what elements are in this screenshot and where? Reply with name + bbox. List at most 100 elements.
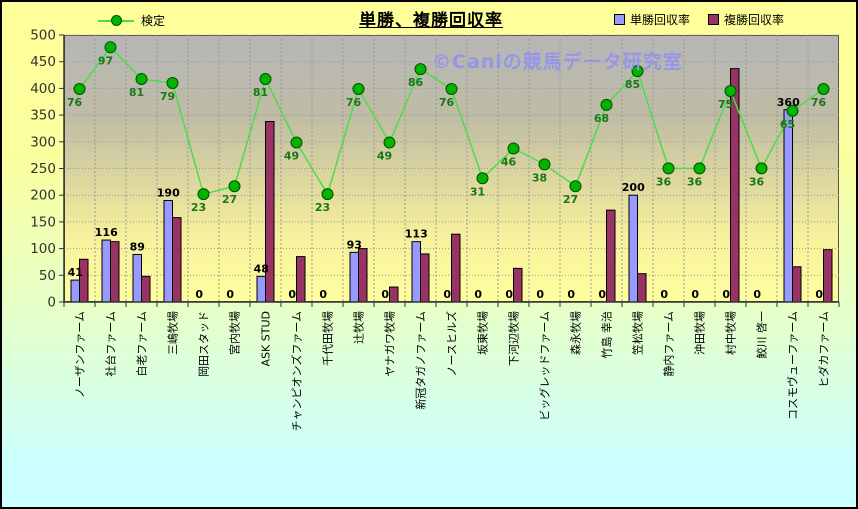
kentei-marker bbox=[73, 82, 86, 95]
x-axis-label: 竹島 幸治 bbox=[600, 311, 614, 359]
kentei-marker bbox=[755, 162, 768, 175]
y-axis-label: 100 bbox=[30, 241, 56, 257]
legend-tansho-label: 単勝回収率 bbox=[630, 13, 691, 27]
x-axis-label: 新冠タガノファーム bbox=[414, 311, 428, 410]
kentei-marker bbox=[228, 180, 241, 193]
bar bbox=[101, 239, 111, 303]
tansho-value-label: 113 bbox=[405, 228, 428, 241]
legend-kentei: 検定 bbox=[98, 12, 165, 29]
kentei-marker bbox=[135, 73, 148, 86]
tansho-value-label: 0 bbox=[319, 288, 327, 301]
y-axis-label: 250 bbox=[30, 161, 56, 177]
kentei-value-label: 81 bbox=[253, 86, 268, 99]
kentei-markers bbox=[73, 41, 830, 201]
kentei-marker bbox=[383, 136, 396, 149]
kentei-marker bbox=[507, 142, 520, 155]
kentei-marker bbox=[476, 172, 489, 185]
kentei-value-label: 81 bbox=[129, 86, 144, 99]
legend-item-tansho: 単勝回収率 bbox=[614, 11, 690, 28]
kentei-marker bbox=[538, 158, 551, 171]
fukusho-swatch-icon bbox=[708, 14, 720, 25]
kentei-value-label: 76 bbox=[67, 96, 83, 109]
tansho-value-label: 0 bbox=[598, 288, 606, 301]
legend-series: 単勝回収率 複勝回収率 bbox=[614, 11, 784, 28]
kentei-value-labels: 76 97 81 79 23 27 81 49 23 76 49 86 76 31 46 38 27 68 85 36… bbox=[67, 54, 827, 214]
x-axis-labels: ノーザンファーム 社台ファーム 白老ファーム 三嶋牧場 岡田スタッド 宮内牧場 ASK ST… bbox=[74, 311, 831, 431]
axis-ticks bbox=[59, 34, 840, 307]
x-axis-label: ヤナガワ牧場 bbox=[383, 311, 397, 377]
x-axis-label: 村中牧場 bbox=[724, 311, 738, 355]
legend-fukusho-label: 複勝回収率 bbox=[724, 13, 785, 27]
kentei-marker bbox=[631, 65, 644, 78]
line-marker-icon bbox=[98, 14, 134, 26]
kentei-value-label: 36 bbox=[749, 175, 765, 188]
tansho-value-label: 0 bbox=[195, 288, 203, 301]
kentei-marker bbox=[445, 82, 458, 95]
bar bbox=[132, 253, 142, 303]
x-axis-label: 沖田牧場 bbox=[693, 311, 707, 355]
kentei-marker bbox=[321, 188, 334, 201]
x-axis-label: 鮫川 啓一 bbox=[755, 311, 769, 359]
bar bbox=[256, 275, 266, 303]
x-axis-label: ノーザンファーム bbox=[74, 311, 87, 398]
y-axis-label: 450 bbox=[30, 54, 56, 70]
kentei-value-label: 38 bbox=[532, 171, 547, 184]
tansho-value-label: 0 bbox=[691, 288, 699, 301]
x-axis-label: ビッグレッドファーム bbox=[538, 311, 552, 421]
kentei-marker bbox=[786, 104, 799, 117]
x-axis-label: 笠松牧場 bbox=[631, 311, 645, 355]
bar bbox=[349, 251, 359, 303]
bar bbox=[637, 273, 647, 303]
bar bbox=[628, 194, 638, 303]
x-axis-label: 辻牧場 bbox=[352, 311, 366, 344]
kentei-marker bbox=[662, 162, 675, 175]
bar bbox=[606, 209, 616, 303]
bar bbox=[358, 248, 368, 303]
kentei-value-label: 86 bbox=[408, 76, 424, 89]
tansho-value-label: 0 bbox=[288, 288, 296, 301]
tansho-value-label: 41 bbox=[68, 266, 83, 279]
y-axis-label: 150 bbox=[30, 214, 56, 230]
tansho-value-label: 0 bbox=[474, 288, 482, 301]
watermark: ©Caniの競馬データ研究室 bbox=[432, 51, 683, 73]
y-axis-label: 200 bbox=[30, 188, 56, 204]
kentei-value-label: 65 bbox=[780, 118, 795, 131]
kentei-marker bbox=[693, 162, 706, 175]
bar bbox=[451, 233, 461, 303]
kentei-value-label: 27 bbox=[222, 193, 237, 206]
tansho-value-labels: 41 116 89 190 0 0 48 0 0 93 0 113 0 0 0 0 0 0 200 0 0 0 0 360 0 bbox=[68, 96, 824, 301]
tansho-value-label: 116 bbox=[95, 226, 118, 239]
kentei-value-label: 76 bbox=[346, 96, 362, 109]
tansho-value-label: 200 bbox=[622, 181, 645, 194]
y-axis-label: 400 bbox=[30, 81, 56, 97]
x-axis-label: ASK STUD bbox=[260, 311, 273, 366]
x-axis-label: 千代田牧場 bbox=[321, 311, 335, 366]
tansho-value-label: 0 bbox=[722, 288, 730, 301]
kentei-marker bbox=[290, 136, 303, 149]
bar bbox=[141, 275, 151, 303]
bar bbox=[411, 241, 421, 303]
x-axis-label: ヒダカファーム bbox=[817, 311, 831, 388]
chart-title: 単勝、複勝回収率 bbox=[359, 11, 503, 31]
kentei-value-label: 49 bbox=[284, 150, 299, 163]
kentei-value-label: 76 bbox=[811, 96, 827, 109]
marker-dot-icon bbox=[111, 14, 122, 26]
kentei-value-label: 68 bbox=[594, 112, 609, 125]
tansho-value-label: 89 bbox=[130, 240, 145, 253]
x-axis-label: 下河辺牧場 bbox=[507, 311, 521, 366]
kentei-marker bbox=[817, 82, 830, 95]
tansho-value-label: 0 bbox=[226, 288, 234, 301]
kentei-marker bbox=[259, 73, 272, 86]
x-axis-label: チャンピオンズファーム bbox=[290, 311, 304, 431]
y-axis-label: 350 bbox=[30, 108, 56, 124]
bar bbox=[783, 109, 793, 303]
y-axis-label: 0 bbox=[47, 295, 56, 311]
kentei-value-label: 46 bbox=[501, 156, 517, 169]
kentei-value-label: 79 bbox=[160, 90, 175, 103]
x-axis-label: 社台ファーム bbox=[104, 311, 118, 377]
bar bbox=[70, 279, 80, 303]
kentei-marker bbox=[166, 77, 179, 90]
tansho-value-label: 190 bbox=[157, 187, 180, 200]
